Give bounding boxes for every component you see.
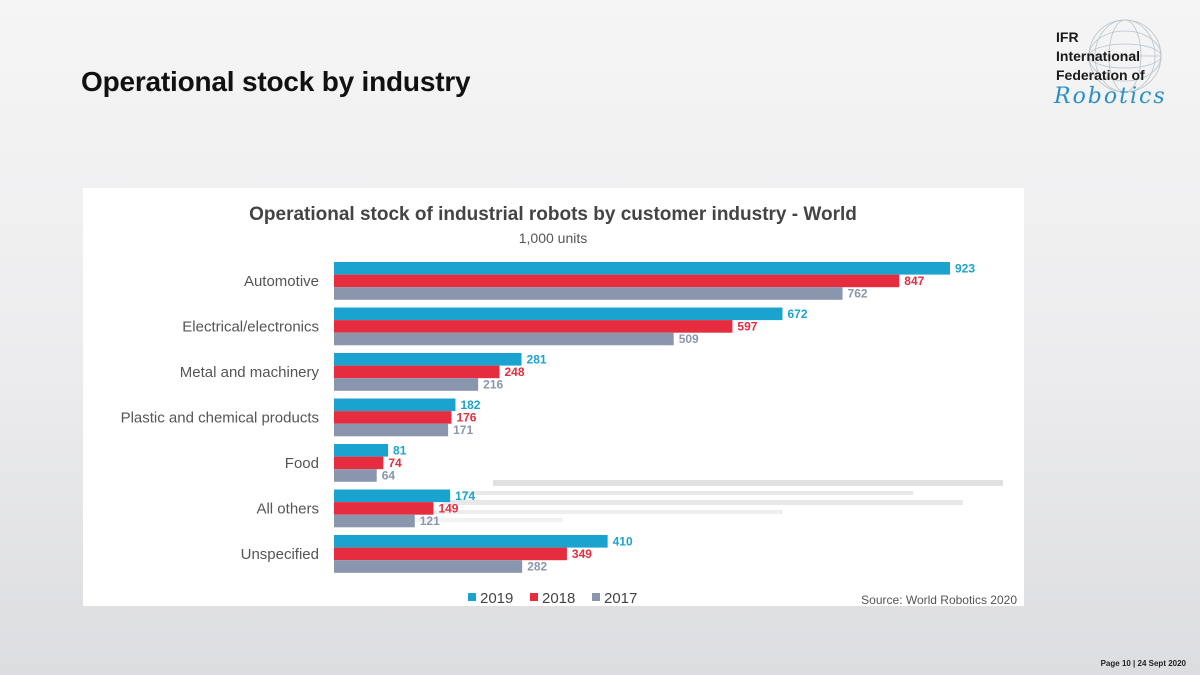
data-label-2018: 597 [737,320,757,334]
data-label-2017: 509 [679,332,699,346]
logo-script: Robotics [1054,84,1167,109]
bar-chart: Operational stock of industrial robots b… [121,204,1018,606]
category-label: Electrical/electronics [182,318,319,335]
data-label-2018: 149 [438,502,458,516]
bar-2019 [334,262,950,275]
bar-2018 [334,274,900,288]
data-label-2019: 174 [455,489,475,503]
legend-label-2019: 2019 [480,590,513,606]
logo-line-federation: Federation of [1056,67,1145,83]
bar-2019 [334,535,608,548]
bar-2017 [334,469,377,482]
bar-2017 [334,514,415,528]
logo-line-ifr: IFR [1056,29,1079,45]
motion-blur-artifact [383,480,1003,522]
category-label: Automotive [244,273,319,290]
data-label-2018: 176 [456,411,476,425]
logo-line-international: International [1056,48,1141,64]
legend-label-2018: 2018 [542,590,575,606]
bar-2019 [334,307,783,321]
chart-subtitle: 1,000 units [519,230,588,246]
page-footer: Page 10 | 24 Sept 2020 [1100,659,1186,668]
globe-icon [1088,19,1162,93]
ifr-logo: IFR International Federation of Robotics [1040,18,1190,118]
data-label-2019: 410 [613,535,633,549]
category-label: Metal and machinery [180,364,320,381]
legend-swatch-2018 [530,593,538,601]
data-label-2017: 171 [453,423,473,437]
bar-2018 [334,411,452,424]
category-label: Food [285,455,319,472]
chart-source: Source: World Robotics 2020 [861,593,1017,606]
data-label-2019: 281 [527,353,547,367]
bar-2018 [334,547,567,561]
bar-2019 [334,353,522,366]
bar-2019 [334,489,451,503]
data-label-2017: 216 [483,378,503,392]
chart-legend: 2019 2018 2017 [468,590,637,606]
bar-2017 [334,378,479,391]
page-title: Operational stock by industry [81,66,471,97]
chart-title: Operational stock of industrial robots b… [249,204,857,225]
data-label-2017: 282 [527,560,547,574]
data-label-2018: 248 [505,365,525,379]
bar-2017 [334,423,449,437]
data-label-2017: 762 [848,287,868,301]
category-label: All others [256,500,319,517]
bar-2018 [334,502,434,515]
bar-2019 [334,444,389,457]
bar-2017 [334,560,523,573]
data-label-2019: 923 [955,262,975,276]
chart-panel: Operational stock of industrial robots b… [83,188,1024,606]
bar-2018 [334,456,384,470]
bar-2017 [334,287,843,300]
data-label-2018: 349 [572,547,592,561]
legend-label-2017: 2017 [604,590,637,606]
legend-swatch-2019 [468,593,476,601]
category-label: Unspecified [241,546,319,563]
data-label-2018: 847 [904,274,924,288]
bar-2019 [334,398,456,412]
legend-swatch-2017 [592,593,600,601]
bar-2018 [334,320,733,333]
data-label-2017: 121 [420,514,440,528]
data-label-2018: 74 [388,456,402,470]
bar-2017 [334,332,674,346]
data-label-2017: 64 [382,469,396,483]
data-label-2019: 672 [787,307,807,321]
bar-2018 [334,365,500,379]
category-label: Plastic and chemical products [121,409,319,426]
data-label-2019: 182 [460,398,480,412]
data-label-2019: 81 [393,444,407,458]
